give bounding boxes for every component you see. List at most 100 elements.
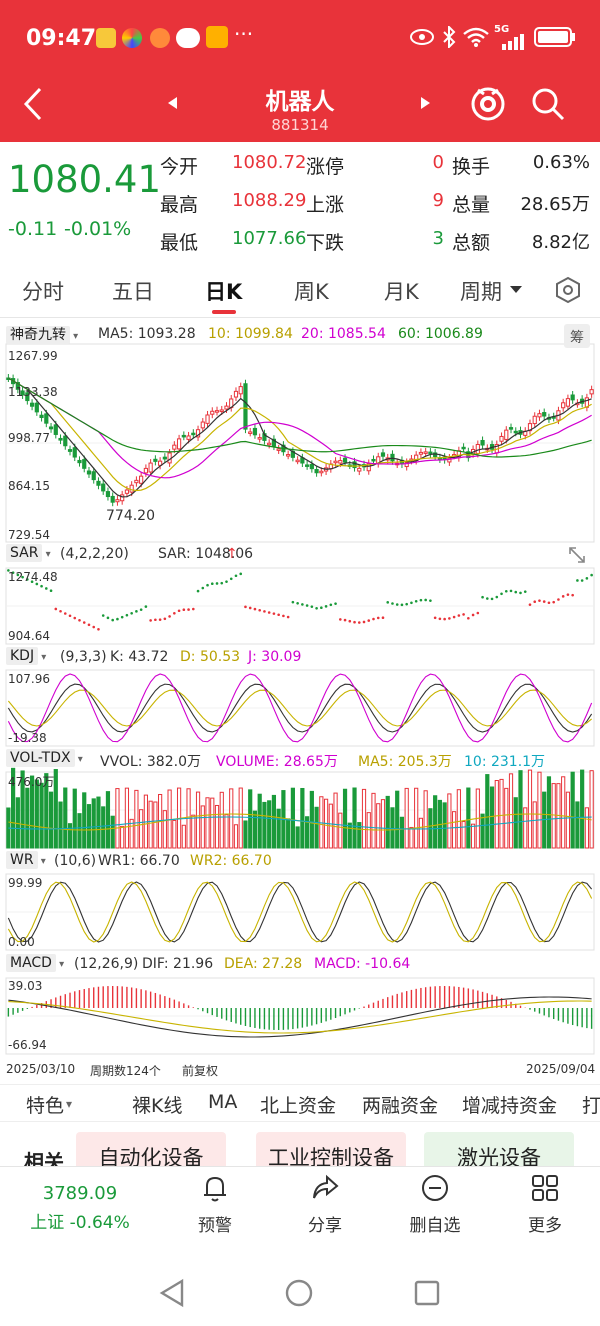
settings-icon[interactable]: [554, 276, 582, 304]
overlay-tab-0[interactable]: 特色: [26, 1095, 65, 1117]
search-icon[interactable]: [530, 86, 566, 122]
nav-back-icon[interactable]: [158, 1278, 186, 1308]
tab-3[interactable]: 周K: [294, 280, 329, 304]
related-chip-automation[interactable]: 自动化设备: [76, 1132, 226, 1170]
sar-dot: [168, 615, 171, 618]
expand-icon[interactable]: [566, 544, 588, 566]
volume-bar: [305, 816, 310, 849]
candle: [504, 429, 509, 440]
overlay-tab-2[interactable]: MA: [208, 1091, 238, 1113]
ma60-line: [8, 377, 592, 458]
next-stock-icon[interactable]: [420, 96, 432, 110]
volume-bar: [333, 792, 338, 849]
network-type: 5G: [494, 24, 510, 35]
macd-y-top: 39.03: [8, 979, 43, 993]
candle: [101, 483, 106, 492]
sar-dot: [419, 598, 423, 602]
kdj-y-top: 107.96: [8, 672, 50, 686]
candle: [542, 412, 547, 417]
candle: [238, 386, 243, 395]
volume-bar: [29, 775, 35, 849]
candle: [143, 467, 148, 474]
volume-bar: [361, 788, 367, 849]
vol-selector[interactable]: VOL-TDX ▾: [6, 749, 83, 767]
sar-dot: [566, 593, 570, 596]
candle: [82, 459, 87, 469]
sar-dot: [135, 610, 138, 613]
sar-dot: [130, 611, 133, 615]
tab-0[interactable]: 分时: [22, 280, 64, 304]
candle: [248, 431, 253, 434]
volume-bar: [499, 778, 504, 849]
volume-bar: [181, 824, 186, 849]
dropdown-icon[interactable]: [510, 286, 522, 294]
index-ticker[interactable]: 3789.09 上证 -0.64%: [20, 1183, 140, 1233]
volume-bar: [200, 805, 205, 849]
sar-dot: [7, 569, 10, 572]
alert-button[interactable]: 预警: [170, 1173, 260, 1236]
overlay-tab-1[interactable]: 裸K线: [132, 1095, 183, 1117]
volume-bar: [257, 793, 262, 849]
volume-bar: [219, 791, 224, 849]
main-y-mid1: 1133.38: [8, 385, 58, 399]
kdj-selector[interactable]: KDJ ▾: [6, 647, 46, 665]
adjust-mode[interactable]: 前复权: [182, 1064, 219, 1078]
sar-dot: [215, 582, 219, 585]
candle: [224, 405, 229, 410]
candle: [252, 427, 258, 436]
quote-value: 28.65万: [520, 194, 590, 215]
sar-dot: [78, 618, 81, 622]
volume-bar: [371, 792, 376, 849]
sar-selector[interactable]: SAR ▾: [6, 544, 51, 562]
sar-dot: [282, 614, 285, 618]
previous-stock-icon[interactable]: [166, 96, 178, 110]
volume-bar: [48, 791, 54, 849]
quote-label: 涨停: [306, 156, 345, 178]
candle: [205, 414, 210, 424]
assistant-robot-icon[interactable]: [470, 84, 506, 124]
related-chip-laser[interactable]: 激光设备: [424, 1132, 574, 1170]
tab-1[interactable]: 五日: [112, 280, 154, 304]
candle: [153, 458, 158, 462]
chart-canvas[interactable]: [0, 318, 600, 1086]
main-indicator-selector[interactable]: 神奇九转 ▾: [6, 324, 78, 344]
ma10-line: [8, 377, 592, 492]
remove-watchlist-button[interactable]: 删自选: [390, 1173, 480, 1236]
dropdown-icon[interactable]: ▾: [66, 1097, 73, 1111]
nav-recents-icon[interactable]: [412, 1278, 442, 1308]
sar-dot: [590, 573, 593, 577]
tab-5[interactable]: 周期: [460, 280, 502, 304]
more-button[interactable]: 更多: [500, 1173, 590, 1236]
tab-4[interactable]: 月K: [384, 280, 419, 304]
overlay-tab-6[interactable]: 打: [582, 1095, 600, 1117]
volume-bar: [352, 787, 357, 849]
macd-dea-line: [8, 1000, 592, 1034]
wr-selector[interactable]: WR ▾: [6, 851, 46, 869]
related-chip-industrial-control[interactable]: 工业控制设备: [256, 1132, 406, 1170]
sar-dot: [173, 611, 176, 615]
candle: [342, 457, 348, 463]
sar-dot: [182, 608, 186, 611]
candle: [390, 453, 395, 462]
sar-dot: [225, 580, 228, 583]
overlay-tab-4[interactable]: 两融资金: [362, 1095, 439, 1117]
quote-value: 1077.66: [232, 228, 307, 249]
volume-bar: [414, 787, 419, 849]
sar-dot: [258, 608, 261, 612]
tab-2[interactable]: 日K: [205, 280, 243, 304]
overlay-tab-3[interactable]: 北上资金: [260, 1095, 337, 1117]
volume-bar: [589, 770, 594, 849]
overlay-tab-5[interactable]: 增减持资金: [462, 1095, 558, 1117]
nav-home-icon[interactable]: [284, 1278, 314, 1308]
kline-chart[interactable]: 神奇九转 ▾ MA5: 1093.28 10: 1099.84 20: 1085…: [0, 318, 600, 1086]
share-button[interactable]: 分享: [280, 1173, 370, 1236]
app-notification-icon: [150, 28, 170, 48]
sar-dot: [509, 589, 513, 593]
sar-dot: [519, 591, 522, 595]
quote-label: 下跌: [306, 232, 345, 254]
chips-button[interactable]: 筹: [564, 324, 590, 348]
back-icon[interactable]: [20, 86, 46, 122]
volume-bar: [580, 769, 585, 849]
macd-selector[interactable]: MACD ▾: [6, 954, 64, 972]
volume-bar: [153, 801, 158, 849]
